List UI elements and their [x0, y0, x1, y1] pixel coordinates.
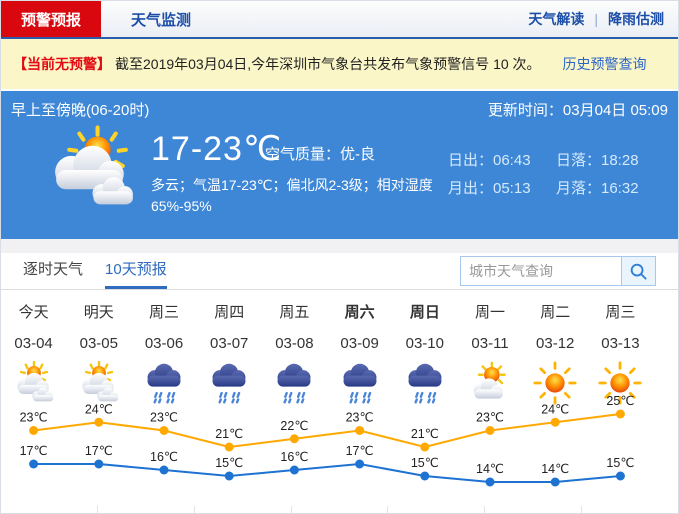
- link-weather-interpretation[interactable]: 天气解读: [528, 11, 585, 27]
- svg-text:15℃: 15℃: [215, 456, 243, 470]
- day-date: 03-05: [79, 335, 118, 352]
- forecast-day-column: 周四 03-07: [197, 290, 262, 410]
- day-date: 03-06: [144, 335, 184, 352]
- svg-text:24℃: 24℃: [541, 402, 569, 416]
- day-date: 03-09: [340, 335, 379, 352]
- section-gap: [1, 239, 678, 253]
- svg-text:24℃: 24℃: [85, 402, 113, 416]
- temperature-range: 17-23℃: [151, 130, 283, 168]
- day-date: 03-04: [14, 335, 53, 352]
- forecast-day-column: 周日 03-10: [392, 290, 457, 410]
- svg-text:14℃: 14℃: [476, 462, 504, 476]
- table-cell: [195, 506, 292, 513]
- day-date: 03-13: [601, 335, 640, 352]
- forecast-day-column: 周三 03-13: [588, 290, 653, 410]
- day-name: 周四: [214, 304, 245, 321]
- svg-text:23℃: 23℃: [346, 411, 374, 425]
- table-cell: [292, 506, 389, 513]
- forecast-day-column: 周五 03-08: [262, 290, 327, 410]
- search-icon: [630, 263, 647, 280]
- sunrise-time: 日出：06:43: [448, 152, 531, 169]
- forecast-day-row: 今天 03-04 明天 03-05 周三 03-06 周四 03-07 周五 0…: [1, 290, 653, 410]
- top-links: 天气解读 | 降雨估测: [528, 1, 678, 37]
- day-name: 周一: [475, 304, 506, 321]
- svg-text:21℃: 21℃: [411, 427, 439, 441]
- forecast-period-label: 早上至傍晚(06-20时): [11, 102, 150, 119]
- day-date: 03-12: [536, 335, 575, 352]
- search-button[interactable]: [622, 256, 656, 286]
- table-cell: [98, 506, 195, 513]
- svg-text:21℃: 21℃: [215, 427, 243, 441]
- search-input[interactable]: [460, 256, 622, 286]
- forecast-day-column: 今天 03-04: [1, 290, 66, 410]
- ten-day-forecast: 今天 03-04 明天 03-05 周三 03-06 周四 03-07 周五 0…: [1, 290, 678, 506]
- tab-10day-forecast[interactable]: 10天预报: [105, 253, 167, 289]
- svg-text:16℃: 16℃: [150, 450, 178, 464]
- forecast-day-column: 明天 03-05: [66, 290, 131, 410]
- svg-text:17℃: 17℃: [20, 444, 48, 458]
- sun-moon-times: 日出：06:43 日落：18:28 月出：05:13 月落：16:32: [448, 149, 664, 198]
- no-warning-badge: 【当前无预警】: [13, 56, 111, 72]
- moonrise-time: 月出：05:13: [448, 180, 531, 197]
- temperature-chart: 23℃ 24℃ 23℃ 21℃ 22℃ 23℃ 21℃ 23℃ 24℃ 25℃ 17℃ 17℃ 16℃ 1…: [20, 394, 634, 487]
- svg-text:22℃: 22℃: [280, 419, 308, 433]
- day-name: 明天: [83, 304, 114, 321]
- day-name: 周三: [149, 304, 180, 321]
- air-quality-label: 空气质量：优-良: [265, 146, 375, 163]
- table-cell: [388, 506, 486, 513]
- weather-description: 多云；气温17-23℃；偏北风2-3级；相对湿度 65%-95%: [151, 175, 433, 217]
- link-divider: |: [594, 11, 598, 27]
- current-weather-panel: 早上至傍晚(06-20时) 更新时间：03月04日 05:09 17-23℃ 空…: [1, 91, 678, 239]
- forecast-day-column: 周一 03-11: [457, 290, 522, 410]
- forecast-day-column: 周六 03-09: [327, 290, 392, 410]
- svg-text:25℃: 25℃: [606, 394, 634, 408]
- table-cell: [582, 506, 678, 513]
- table-cell: [1, 506, 98, 513]
- day-date: 03-08: [275, 335, 314, 352]
- table-cell: [485, 506, 583, 513]
- warning-notice-bar: 【当前无预警】 截至2019年03月04日,今年深圳市气象台共发布气象预警信号 …: [1, 39, 678, 89]
- svg-text:23℃: 23℃: [476, 411, 504, 425]
- day-name: 周三: [605, 304, 636, 321]
- update-time-label: 更新时间：03月04日 05:09: [487, 102, 668, 119]
- svg-text:14℃: 14℃: [541, 462, 569, 476]
- day-name: 周日: [409, 304, 440, 321]
- tab-weather-monitoring[interactable]: 天气监测: [131, 11, 192, 29]
- forecast-tab-bar: 逐时天气 10天预报: [1, 253, 678, 290]
- tab-warning-forecast[interactable]: 预警预报: [1, 1, 101, 37]
- sunset-time: 日落：18:28: [556, 152, 639, 169]
- weather-description-line2: 65%-95%: [151, 198, 212, 214]
- svg-text:17℃: 17℃: [85, 444, 113, 458]
- forecast-day-column: 周三 03-06: [131, 290, 196, 410]
- day-name: 周五: [279, 304, 310, 321]
- svg-text:23℃: 23℃: [20, 411, 48, 425]
- day-date: 03-07: [210, 335, 249, 352]
- sun-behind-clouds-icon: [55, 125, 133, 205]
- moonset-time: 月落：16:32: [556, 180, 639, 197]
- day-date: 03-11: [471, 335, 509, 352]
- day-name: 周二: [540, 304, 571, 321]
- next-section-row: [1, 506, 678, 513]
- svg-text:17℃: 17℃: [346, 444, 374, 458]
- city-weather-search: [460, 256, 656, 286]
- day-date: 03-10: [405, 335, 444, 352]
- svg-text:23℃: 23℃: [150, 411, 178, 425]
- weather-description-line1: 多云；气温17-23℃；偏北风2-3级；相对湿度: [151, 177, 433, 193]
- day-name: 周六: [344, 304, 375, 321]
- svg-text:15℃: 15℃: [411, 456, 439, 470]
- tab-hourly-weather[interactable]: 逐时天气: [23, 261, 84, 278]
- link-rainfall-estimate[interactable]: 降雨估测: [608, 11, 664, 27]
- day-name: 今天: [18, 304, 49, 321]
- top-tab-bar: 预警预报 天气监测 天气解读 | 降雨估测: [1, 1, 678, 39]
- svg-text:15℃: 15℃: [606, 456, 634, 470]
- history-warning-link[interactable]: 历史预警查询: [562, 56, 647, 72]
- notice-text: 截至2019年03月04日,今年深圳市气象台共发布气象预警信号 10 次。: [115, 56, 541, 72]
- svg-text:16℃: 16℃: [280, 450, 308, 464]
- forecast-day-column: 周二 03-12: [523, 290, 588, 410]
